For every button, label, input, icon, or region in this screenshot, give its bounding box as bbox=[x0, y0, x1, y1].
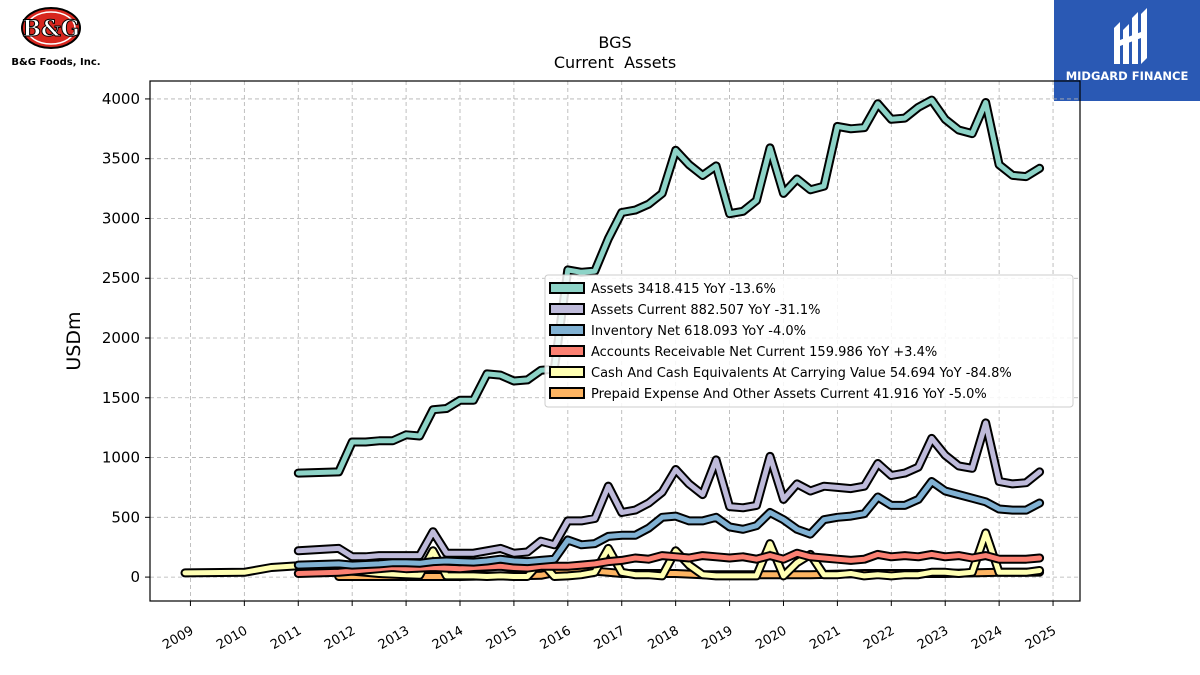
y-tick-label: 3500 bbox=[102, 150, 140, 168]
x-tick-label: 2025 bbox=[1023, 623, 1059, 653]
y-tick-label: 1500 bbox=[102, 389, 140, 407]
x-tick-label: 2009 bbox=[160, 623, 196, 653]
chart-title: BGS bbox=[598, 33, 631, 52]
y-axis-ticks: 0 500 1000 1500 2000 2500 3000 3500 4000 bbox=[102, 90, 150, 586]
bg-logo-oval-inner bbox=[26, 11, 76, 45]
y-axis-label: USDm bbox=[63, 311, 85, 370]
x-tick-label: 2011 bbox=[268, 623, 304, 653]
y-tick-label: 1000 bbox=[102, 449, 140, 467]
y-tick-label: 0 bbox=[130, 568, 140, 586]
legend-swatch bbox=[549, 282, 585, 294]
midgard-logo-icon bbox=[1114, 8, 1147, 64]
y-tick-label: 2500 bbox=[102, 269, 140, 287]
legend-label: Assets Current 882.507 YoY -31.1% bbox=[591, 303, 821, 318]
x-tick-label: 2023 bbox=[915, 623, 951, 653]
series-line-accounts-receivable-net-current bbox=[295, 550, 1043, 576]
midgard-logo-text: MIDGARD FINANCE bbox=[1066, 69, 1189, 83]
bg-logo-letters: B&G bbox=[22, 16, 79, 42]
x-tick-label: 2014 bbox=[430, 623, 466, 653]
y-tick-label: 4000 bbox=[102, 90, 140, 108]
legend-swatch bbox=[549, 387, 585, 399]
x-tick-label: 2022 bbox=[861, 623, 897, 653]
midgard-finance-logo: MIDGARD FINANCE bbox=[1054, 0, 1200, 101]
series-lines bbox=[180, 95, 1045, 581]
legend-swatch bbox=[549, 303, 585, 315]
legend-label: Prepaid Expense And Other Assets Current… bbox=[591, 387, 987, 402]
legend-label: Cash And Cash Equivalents At Carrying Va… bbox=[591, 366, 1012, 381]
x-tick-label: 2016 bbox=[538, 623, 574, 653]
legend-swatch bbox=[549, 366, 585, 378]
x-tick-label: 2010 bbox=[214, 623, 250, 653]
x-tick-label: 2017 bbox=[592, 623, 628, 653]
legend-box bbox=[544, 274, 1074, 408]
chart-legend: Assets 3418.415 YoY -13.6% Assets Current… bbox=[544, 274, 1074, 408]
x-tick-label: 2012 bbox=[322, 623, 358, 653]
x-axis-ticks: 2009 2010 2011 2012 2013 2014 2015 2016 2017 2018… bbox=[160, 601, 1059, 653]
series-line-inventory-net bbox=[295, 479, 1043, 568]
x-tick-label: 2018 bbox=[645, 623, 681, 653]
y-tick-label: 2000 bbox=[102, 329, 140, 347]
bg-foods-logo: B&G B&G Foods, Inc. bbox=[11, 7, 101, 68]
legend-label: Assets 3418.415 YoY -13.6% bbox=[591, 282, 776, 297]
x-tick-label: 2019 bbox=[699, 623, 735, 653]
legend-label: Inventory Net 618.093 YoY -4.0% bbox=[591, 324, 806, 339]
bg-logo-company-name: B&G Foods, Inc. bbox=[11, 57, 100, 68]
x-tick-label: 2024 bbox=[969, 623, 1005, 653]
chart-subtitle: Current Assets bbox=[554, 53, 676, 72]
legend-swatch bbox=[549, 345, 585, 357]
series-line-assets bbox=[295, 97, 1043, 476]
series-line-cash-and-cash-equivalents-at-carrying-value bbox=[182, 530, 1043, 579]
x-tick-label: 2021 bbox=[807, 623, 843, 653]
legend-label: Accounts Receivable Net Current 159.986 … bbox=[591, 345, 937, 360]
x-tick-label: 2013 bbox=[376, 623, 412, 653]
x-tick-label: 2020 bbox=[753, 623, 789, 653]
series-line-assets-current bbox=[295, 420, 1043, 560]
y-tick-label: 3000 bbox=[102, 209, 140, 227]
bg-logo-oval bbox=[21, 7, 81, 49]
legend-swatch bbox=[549, 324, 585, 336]
y-tick-label: 500 bbox=[111, 508, 140, 526]
x-tick-label: 2015 bbox=[484, 623, 520, 653]
plot-frame bbox=[149, 80, 1081, 602]
midgard-finance-mark: MIDGARD FINANCE bbox=[1066, 8, 1189, 83]
